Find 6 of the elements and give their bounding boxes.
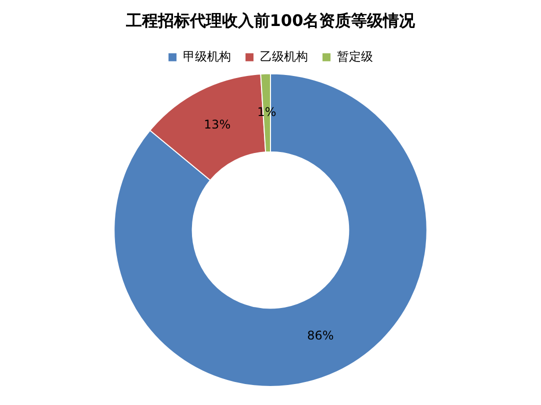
chart-title: 工程招标代理收入前100名资质等级情况: [124, 10, 416, 30]
legend-label: 乙级机构: [260, 49, 308, 64]
legend-label: 甲级机构: [183, 49, 231, 64]
legend-label: 暂定级: [337, 49, 373, 64]
data-label: 13%: [204, 118, 231, 132]
data-label: 86%: [307, 328, 334, 342]
